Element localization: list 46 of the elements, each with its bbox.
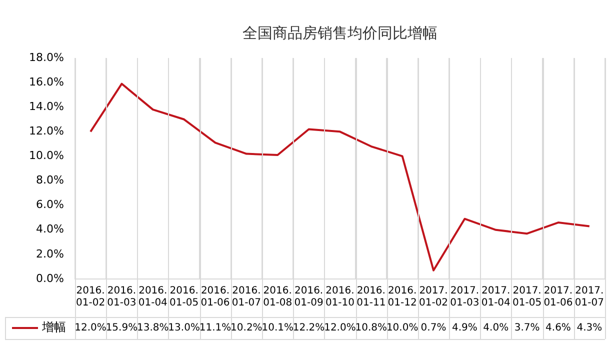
data-label: 12.2% bbox=[292, 322, 325, 334]
x-tick-label: 2016.01-03 bbox=[107, 286, 136, 309]
data-label: 10.0% bbox=[386, 322, 418, 334]
data-label: 0.7% bbox=[420, 322, 446, 334]
data-label: 4.6% bbox=[546, 322, 571, 334]
y-tick-label: 18.0% bbox=[28, 50, 64, 64]
x-tick-label: 2017.01-04 bbox=[481, 286, 510, 309]
x-tick-label: 2016.01-05 bbox=[170, 286, 199, 309]
x-tick-label: 2016.01-09 bbox=[294, 286, 324, 309]
x-tick-label: 2017.01-07 bbox=[574, 286, 604, 309]
y-tick-label: 2.0% bbox=[36, 247, 64, 260]
x-tick-label: 2017.01-06 bbox=[544, 286, 573, 309]
x-tick-label: 2016.01-12 bbox=[388, 286, 417, 309]
data-label: 4.0% bbox=[483, 322, 509, 334]
y-tick-label: 16.0% bbox=[28, 75, 64, 88]
x-tick-label: 2017.01-03 bbox=[450, 286, 480, 309]
y-tick-label: 6.0% bbox=[36, 198, 64, 212]
chart-title: 全国商品房销售均价同比增幅 bbox=[242, 24, 438, 42]
y-tick-label: 10.0% bbox=[28, 149, 64, 162]
data-label: 13.8% bbox=[137, 322, 169, 334]
x-tick-label: 2016.01-10 bbox=[325, 286, 355, 309]
x-tick-label: 2016.01-11 bbox=[356, 286, 386, 309]
x-tick-label: 2016.01-06 bbox=[200, 286, 230, 309]
y-tick-label: 14.0% bbox=[28, 100, 64, 113]
x-tick-label: 2017.01-05 bbox=[512, 286, 542, 309]
data-label: 12.0% bbox=[74, 322, 106, 334]
data-label: 15.9% bbox=[106, 322, 138, 334]
x-tick-label: 2017.01-02 bbox=[418, 286, 448, 309]
data-label: 3.7% bbox=[514, 322, 540, 334]
data-label: 10.2% bbox=[230, 322, 262, 334]
data-label: 12.0% bbox=[324, 322, 356, 334]
x-tick-label: 2016.01-02 bbox=[76, 286, 106, 309]
data-label: 4.9% bbox=[452, 322, 478, 334]
legend-label: 增幅 bbox=[41, 320, 66, 334]
x-tick-label: 2016.01-07 bbox=[232, 286, 261, 309]
y-tick-label: 8.0% bbox=[36, 174, 64, 187]
data-label: 10.1% bbox=[262, 322, 294, 334]
y-tick-label: 4.0% bbox=[36, 222, 64, 236]
data-label: 10.8% bbox=[355, 322, 388, 334]
x-tick-label: 2016.01-08 bbox=[263, 286, 292, 309]
y-tick-label: 12.0% bbox=[28, 124, 64, 138]
data-label: 4.3% bbox=[576, 322, 602, 334]
x-tick-label: 2016.01-04 bbox=[138, 286, 168, 309]
data-label: 11.1% bbox=[199, 322, 232, 334]
y-tick-label: 0.0% bbox=[36, 272, 64, 285]
data-label: 13.0% bbox=[168, 322, 200, 334]
